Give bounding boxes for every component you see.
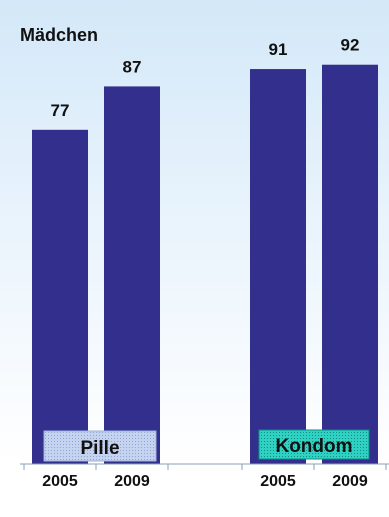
x-tick-label-1: 2009 — [114, 473, 150, 490]
chart-title: Mädchen — [20, 25, 98, 45]
bar-0 — [32, 129, 88, 464]
bar-2 — [250, 69, 306, 464]
x-tick-label-2: 2005 — [260, 473, 296, 490]
bar-1 — [104, 86, 160, 465]
value-label-1: 87 — [123, 57, 142, 76]
group-label-box-pille — [43, 430, 157, 462]
group-label-box-kondom — [258, 429, 370, 460]
value-labels-layer: 77 87 91 92 — [51, 36, 360, 120]
bar-3 — [322, 64, 378, 464]
value-label-0: 77 — [51, 101, 70, 120]
x-ticks-layer — [23, 464, 387, 470]
x-tick-label-3: 2009 — [332, 473, 368, 490]
value-label-2: 91 — [269, 40, 288, 59]
value-label-3: 92 — [341, 36, 360, 55]
group-label-pille: Pille — [80, 438, 119, 459]
group-label-kondom: Kondom — [275, 436, 352, 457]
x-tick-label-0: 2005 — [42, 473, 78, 490]
x-labels-layer: 2005 2009 2005 2009 — [42, 473, 368, 490]
bars-layer — [32, 64, 378, 465]
